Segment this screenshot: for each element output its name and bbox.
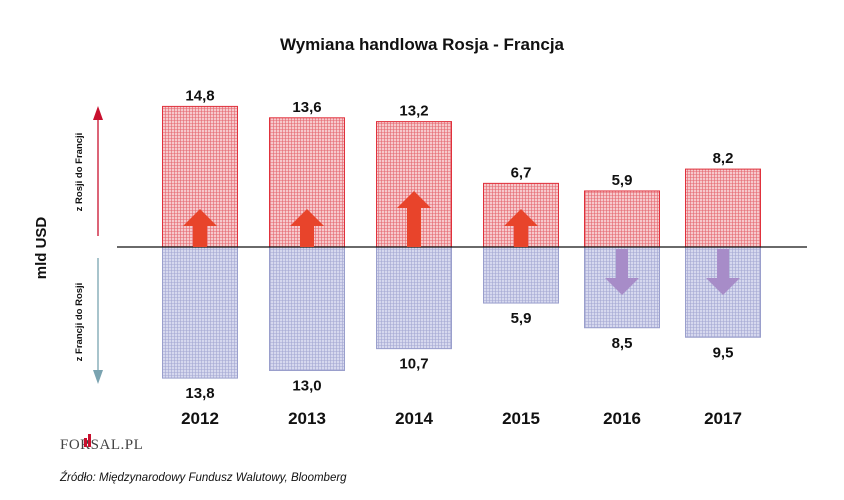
bar-down-2012 [162, 246, 238, 379]
bar-down-2015 [483, 246, 559, 304]
year-label: 2014 [395, 409, 433, 428]
value-label-down: 5,9 [511, 310, 532, 327]
arrow-up-icon [397, 191, 431, 247]
down-series-label: z Francji do Rosji [74, 283, 85, 362]
chart-title: Wymiana handlowa Rosja - Francja [280, 35, 565, 54]
value-label-up: 13,2 [399, 103, 428, 120]
down-direction-indicator: z Francji do Rosji [74, 258, 103, 384]
year-label: 2012 [181, 409, 219, 428]
up-direction-indicator: z Rosji do Francji [74, 106, 103, 236]
down-arrowhead-icon [93, 370, 103, 384]
y-axis-label: mld USD [33, 217, 50, 280]
source-note: Źródło: Międzynarodowy Fundusz Walutowy,… [59, 471, 347, 484]
bar-up-2016 [584, 190, 660, 248]
value-label-up: 5,9 [612, 172, 633, 189]
logo-bar-icon [84, 438, 87, 447]
bar-down-2013 [269, 246, 345, 371]
forsal-logo: FORSAL.PL [60, 434, 143, 453]
labels-layer: 14,8 13,8 2012 13,6 13,0 2013 13,2 10,7 2014 6,7 5… [181, 87, 742, 428]
arrow-down-icon [605, 249, 639, 295]
arrow-up-icon [504, 209, 538, 247]
logo-text: FORSAL.PL [60, 437, 143, 453]
year-label: 2013 [288, 409, 326, 428]
year-label: 2016 [603, 409, 641, 428]
value-label-up: 14,8 [185, 87, 214, 104]
value-label-down: 8,5 [612, 335, 633, 352]
value-label-down: 9,5 [713, 344, 734, 361]
arrow-down-icon [706, 249, 740, 295]
value-label-up: 13,6 [292, 99, 321, 116]
value-label-up: 6,7 [511, 164, 532, 181]
up-series-label: z Rosji do Francji [74, 133, 85, 212]
arrow-up-icon [290, 209, 324, 247]
value-label-up: 8,2 [713, 150, 734, 167]
up-arrowhead-icon [93, 106, 103, 120]
value-label-down: 13,8 [185, 385, 214, 402]
arrow-up-icon [183, 209, 217, 247]
value-label-down: 10,7 [399, 356, 428, 373]
bars-layer [162, 105, 761, 379]
bar-up-2017 [685, 168, 761, 248]
year-label: 2017 [704, 409, 742, 428]
year-label: 2015 [502, 409, 540, 428]
bar-down-2014 [376, 246, 452, 350]
value-label-down: 13,0 [292, 378, 321, 395]
